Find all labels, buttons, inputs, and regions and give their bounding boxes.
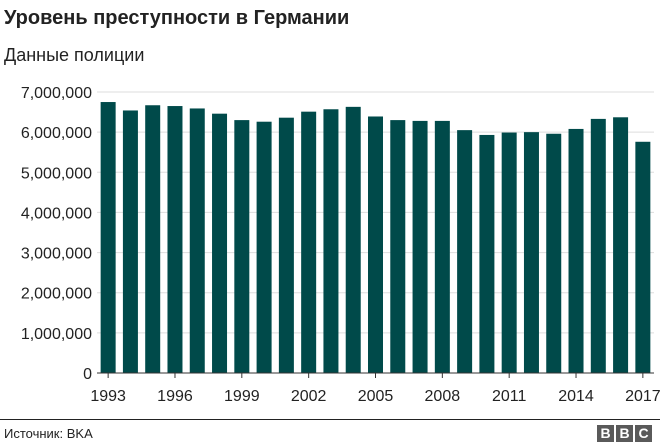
y-tick-label: 7,000,000 (21, 85, 92, 102)
y-tick-label: 3,000,000 (21, 246, 92, 263)
bar-chart: 0 1,000,000 2,000,000 3,000,000 4,000,000 5,0… (21, 85, 660, 405)
chart-subtitle: Данные полиции (4, 45, 145, 65)
bar-2004 (345, 106, 361, 374)
bbc-logo-letter: B (616, 425, 633, 442)
bar-2000 (256, 121, 272, 373)
x-tick-label: 1996 (157, 388, 193, 405)
bar-2015 (590, 118, 606, 373)
y-tick-label: 5,000,000 (21, 165, 92, 182)
x-tick-label: 2011 (492, 388, 527, 405)
bar-1999 (234, 120, 250, 373)
bbc-logo-letter: C (635, 425, 652, 442)
x-tick-label: 2014 (558, 388, 594, 405)
x-tick-label: 2002 (291, 388, 327, 405)
bar-2009 (457, 130, 473, 373)
x-tick-label: 2008 (425, 388, 461, 405)
bar-1995 (145, 105, 161, 374)
chart-title: Уровень преступности в Германии (4, 7, 350, 29)
bar-1998 (212, 113, 228, 374)
bbc-logo: B B C (597, 425, 652, 442)
bar-1997 (189, 108, 205, 374)
bar-1996 (167, 106, 183, 374)
bar-1994 (122, 110, 138, 374)
y-tick-label: 0 (83, 366, 92, 383)
bar-1993 (100, 102, 116, 374)
x-tick-label: 2017 (625, 388, 660, 405)
bar-2002 (301, 111, 317, 374)
bar-2007 (412, 120, 428, 373)
bar-2011 (501, 132, 517, 373)
bar-2001 (278, 117, 294, 373)
bar-2012 (523, 132, 539, 373)
bbc-logo-letter: B (597, 425, 614, 442)
y-tick-label: 1,000,000 (21, 326, 92, 343)
y-tick-label: 2,000,000 (21, 286, 92, 303)
bar-2014 (568, 128, 584, 373)
y-tick-label: 4,000,000 (21, 205, 92, 222)
y-tick-label: 6,000,000 (21, 125, 92, 142)
bar-2010 (479, 134, 495, 373)
bar-2005 (368, 116, 383, 373)
bar-2008 (434, 120, 450, 373)
bar-2003 (323, 109, 339, 374)
bar-2017 (635, 141, 651, 373)
x-tick-label: 2005 (358, 388, 394, 405)
footer-divider (0, 419, 660, 420)
source-note: Источник: BKA (4, 426, 93, 441)
bar-2006 (390, 120, 406, 373)
x-tick-label: 1999 (224, 388, 260, 405)
bar-2013 (546, 133, 562, 373)
x-tick-label: 1993 (90, 388, 126, 405)
bar-2016 (613, 117, 629, 373)
